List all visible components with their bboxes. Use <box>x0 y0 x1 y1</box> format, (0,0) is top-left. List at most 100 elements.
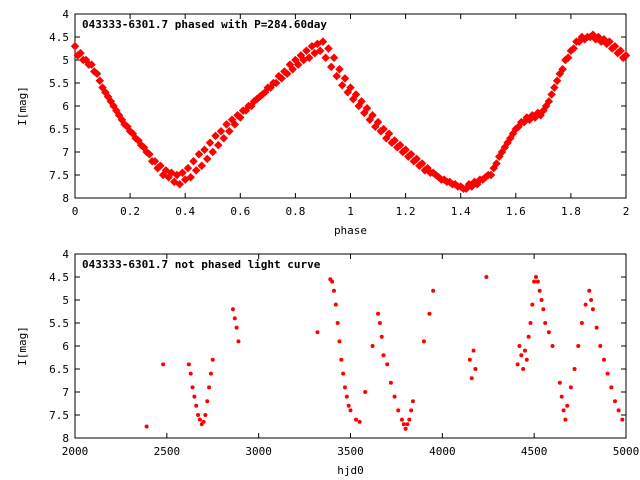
y-tick-label: 4.5 <box>49 31 69 44</box>
data-point <box>332 71 341 81</box>
data-point <box>522 348 527 353</box>
data-point <box>293 60 303 69</box>
x-axis-label: hjd0 <box>337 464 364 477</box>
y-tick-label: 6 <box>62 100 69 113</box>
data-point <box>337 81 347 90</box>
data-point <box>211 131 220 141</box>
y-tick-label: 6.5 <box>49 123 69 136</box>
data-point <box>407 417 412 422</box>
data-point <box>216 127 226 136</box>
y-tick-label: 6 <box>62 340 69 353</box>
data-point <box>469 376 474 381</box>
data-point <box>385 362 390 367</box>
data-point <box>234 325 239 330</box>
data-point <box>236 339 241 344</box>
data-point <box>497 147 507 157</box>
y-tick-label: 8 <box>62 192 69 205</box>
data-point <box>150 156 160 166</box>
data-point <box>539 298 544 302</box>
x-tick-label: 0.8 <box>285 205 305 218</box>
data-point <box>112 106 121 115</box>
data-point <box>344 394 349 399</box>
data-point <box>572 367 577 371</box>
y-tick-label: 5 <box>62 294 69 307</box>
data-point <box>484 275 489 279</box>
data-point <box>340 74 350 83</box>
data-point <box>337 339 342 344</box>
y-axis-label: I[mag] <box>16 326 29 366</box>
x-tick-label: 0.2 <box>120 205 140 218</box>
data-point <box>370 344 375 348</box>
data-point <box>583 302 588 307</box>
data-point <box>530 302 535 307</box>
data-point <box>371 122 380 131</box>
data-point <box>333 302 338 307</box>
data-point <box>156 161 165 171</box>
data-point <box>346 403 351 408</box>
data-point <box>315 330 320 335</box>
data-point <box>409 408 414 413</box>
data-point <box>405 422 410 427</box>
x-axis-label: phase <box>334 224 367 237</box>
data-point <box>232 316 237 321</box>
data-point <box>188 371 193 376</box>
y-tick-label: 5 <box>62 54 69 67</box>
data-point <box>342 385 347 390</box>
data-point <box>431 288 436 293</box>
data-point <box>612 399 617 404</box>
data-point <box>194 150 204 159</box>
data-point <box>398 147 408 157</box>
data-point <box>84 60 94 69</box>
data-point <box>354 101 364 111</box>
data-point <box>609 385 614 390</box>
data-point <box>186 362 191 367</box>
data-point <box>379 334 384 339</box>
data-point <box>519 353 524 358</box>
data-point <box>388 380 393 385</box>
data-point <box>194 403 199 408</box>
x-tick-label: 2000 <box>62 445 89 458</box>
data-point <box>101 87 110 97</box>
data-point <box>191 166 201 175</box>
data-point <box>70 41 80 51</box>
y-tick-label: 5.5 <box>49 77 69 90</box>
data-point <box>227 115 237 125</box>
data-point <box>128 129 138 138</box>
data-point <box>403 426 408 431</box>
data-point <box>95 76 105 85</box>
data-point <box>302 46 311 56</box>
data-point <box>471 348 476 353</box>
data-point <box>354 417 359 422</box>
x-tick-label: 0 <box>72 205 79 218</box>
data-point <box>421 339 426 344</box>
data-point <box>526 334 531 339</box>
data-point <box>79 55 88 65</box>
data-point <box>214 140 223 150</box>
data-point <box>208 147 217 157</box>
data-point <box>90 67 99 76</box>
data-point <box>589 298 594 302</box>
chart-title: 043333-6301.7 not phased light curve <box>82 258 321 271</box>
data-point <box>255 92 264 102</box>
y-axis-label: I[mag] <box>16 86 29 126</box>
x-tick-label: 1 <box>347 205 354 218</box>
data-point <box>541 307 546 312</box>
data-point <box>576 344 581 348</box>
data-point <box>401 422 406 427</box>
data-point <box>616 408 621 413</box>
data-point <box>598 344 603 348</box>
x-tick-label: 0.6 <box>230 205 250 218</box>
data-point <box>219 133 229 143</box>
data-point <box>178 168 187 177</box>
data-point <box>561 408 566 413</box>
data-point <box>73 51 82 60</box>
data-point <box>415 161 424 171</box>
x-tick-label: 4000 <box>429 445 456 458</box>
data-point <box>563 417 568 422</box>
data-point <box>196 413 201 417</box>
x-tick-label: 2500 <box>154 445 181 458</box>
data-point <box>349 94 358 104</box>
data-point <box>183 163 193 173</box>
data-point <box>186 173 195 182</box>
